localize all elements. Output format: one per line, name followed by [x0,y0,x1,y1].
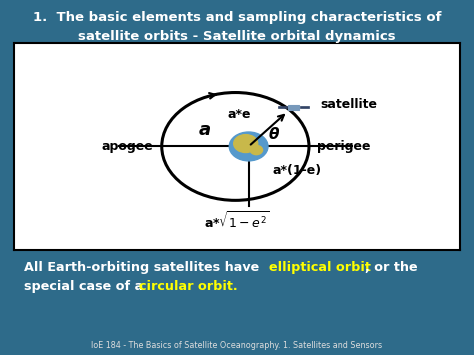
Text: satellite: satellite [320,98,378,111]
Text: satellite orbits - Satellite orbital dynamics: satellite orbits - Satellite orbital dyn… [78,30,396,43]
Circle shape [250,146,263,155]
Text: All Earth-orbiting satellites have: All Earth-orbiting satellites have [24,261,264,274]
Text: a*e: a*e [228,108,251,121]
Text: apogee: apogee [101,140,153,153]
Text: , or the: , or the [365,261,418,274]
Text: circular orbit.: circular orbit. [139,280,238,294]
Text: a*(1-e): a*(1-e) [273,164,322,178]
Text: a*$\sqrt{1-e^2}$: a*$\sqrt{1-e^2}$ [204,211,270,232]
Bar [278,106,287,108]
Text: IoE 184 - The Basics of Satellite Oceanography. 1. Satellites and Sensors: IoE 184 - The Basics of Satellite Oceano… [91,341,383,350]
Text: a: a [199,121,211,139]
Text: elliptical orbit: elliptical orbit [269,261,371,274]
Bar [288,105,299,110]
Circle shape [229,132,268,161]
Text: special case of a: special case of a [24,280,147,294]
Text: perigee: perigee [317,140,371,153]
Text: θ: θ [269,127,279,142]
Bar [300,106,309,108]
Text: 1.  The basic elements and sampling characteristics of: 1. The basic elements and sampling chara… [33,11,441,24]
Circle shape [234,135,258,153]
